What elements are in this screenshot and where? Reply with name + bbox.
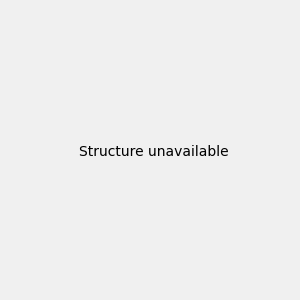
Text: Structure unavailable: Structure unavailable	[79, 145, 229, 158]
